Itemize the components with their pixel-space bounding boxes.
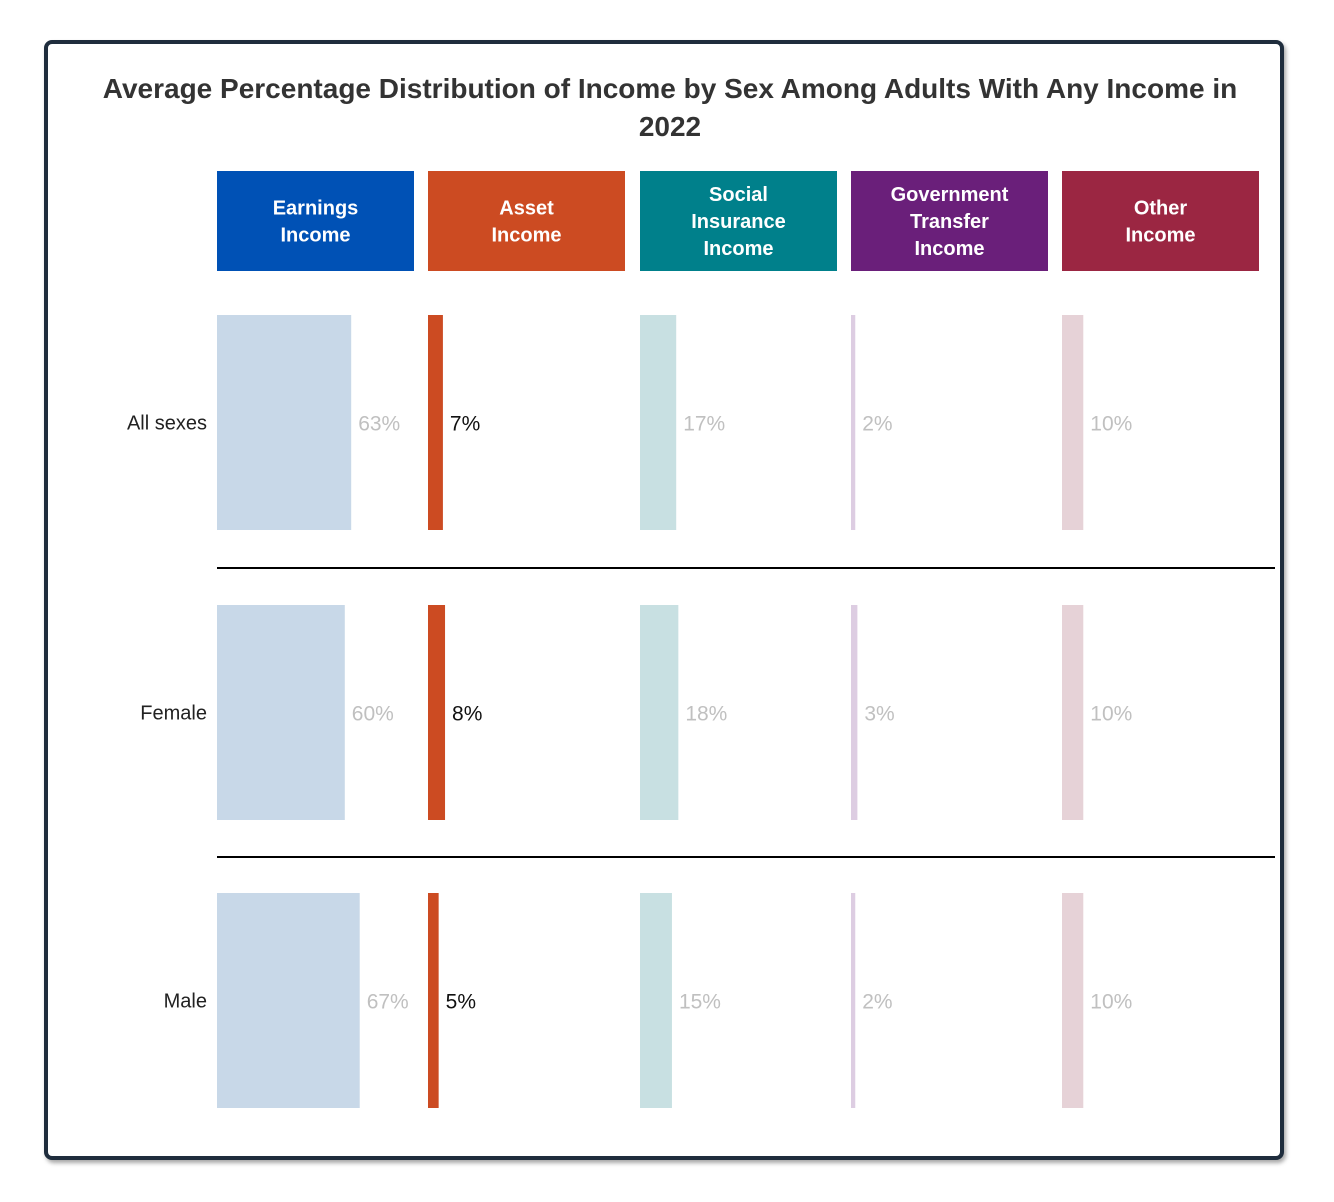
- value-label-1-1: 8%: [452, 703, 482, 726]
- value-label-1-4: 10%: [1090, 703, 1132, 726]
- header-label-0-1: Income: [280, 225, 350, 247]
- bar-2-3: [851, 893, 856, 1108]
- bar-1-3: [851, 605, 858, 820]
- header-label-4-0: Other: [1134, 198, 1188, 220]
- bar-2-1: [428, 893, 439, 1108]
- header-label-3-2: Income: [914, 238, 984, 260]
- value-label-1-0: 60%: [352, 703, 394, 726]
- value-label-0-0: 63%: [358, 413, 400, 436]
- row-label-0: All sexes: [127, 413, 207, 435]
- bar-2-0: [217, 893, 360, 1108]
- bar-1-0: [217, 605, 345, 820]
- row-label-1: Female: [140, 703, 207, 725]
- bar-2-4: [1062, 893, 1084, 1108]
- bar-2-2: [640, 893, 672, 1108]
- bar-0-2: [640, 315, 677, 530]
- value-label-2-2: 15%: [679, 991, 721, 1014]
- bar-0-0: [217, 315, 352, 530]
- row-label-2: Male: [164, 991, 207, 1013]
- header-label-0-0: Earnings: [273, 198, 359, 220]
- bar-0-4: [1062, 315, 1084, 530]
- header-box-1: [428, 171, 625, 271]
- value-label-0-2: 17%: [683, 413, 725, 436]
- header-label-3-0: Government: [891, 184, 1009, 206]
- header-label-2-0: Social: [709, 184, 768, 206]
- value-label-2-1: 5%: [446, 991, 476, 1014]
- bar-1-4: [1062, 605, 1084, 820]
- header-label-2-2: Income: [703, 238, 773, 260]
- header-label-2-1: Insurance: [691, 211, 785, 233]
- bar-1-2: [640, 605, 679, 820]
- header-box-3: [851, 171, 1048, 271]
- value-label-0-1: 7%: [450, 413, 480, 436]
- bar-1-1: [428, 605, 446, 820]
- chart-title: Average Percentage Distribution of Incom…: [102, 73, 1238, 142]
- header-box-2: [640, 171, 837, 271]
- value-label-2-4: 10%: [1090, 991, 1132, 1014]
- header-label-1-0: Asset: [499, 198, 554, 220]
- value-label-2-3: 2%: [862, 991, 892, 1014]
- value-label-2-0: 67%: [367, 991, 409, 1014]
- value-label-1-2: 18%: [685, 703, 727, 726]
- header-label-1-1: Income: [491, 225, 561, 247]
- header-box-0: [217, 171, 414, 271]
- value-label-1-3: 3%: [864, 703, 894, 726]
- value-label-0-4: 10%: [1090, 413, 1132, 436]
- header-label-3-1: Transfer: [910, 211, 989, 233]
- header-box-4: [1062, 171, 1259, 271]
- bar-0-3: [851, 315, 856, 530]
- header-label-4-1: Income: [1125, 225, 1195, 247]
- value-label-0-3: 2%: [862, 413, 892, 436]
- bar-0-1: [428, 315, 443, 530]
